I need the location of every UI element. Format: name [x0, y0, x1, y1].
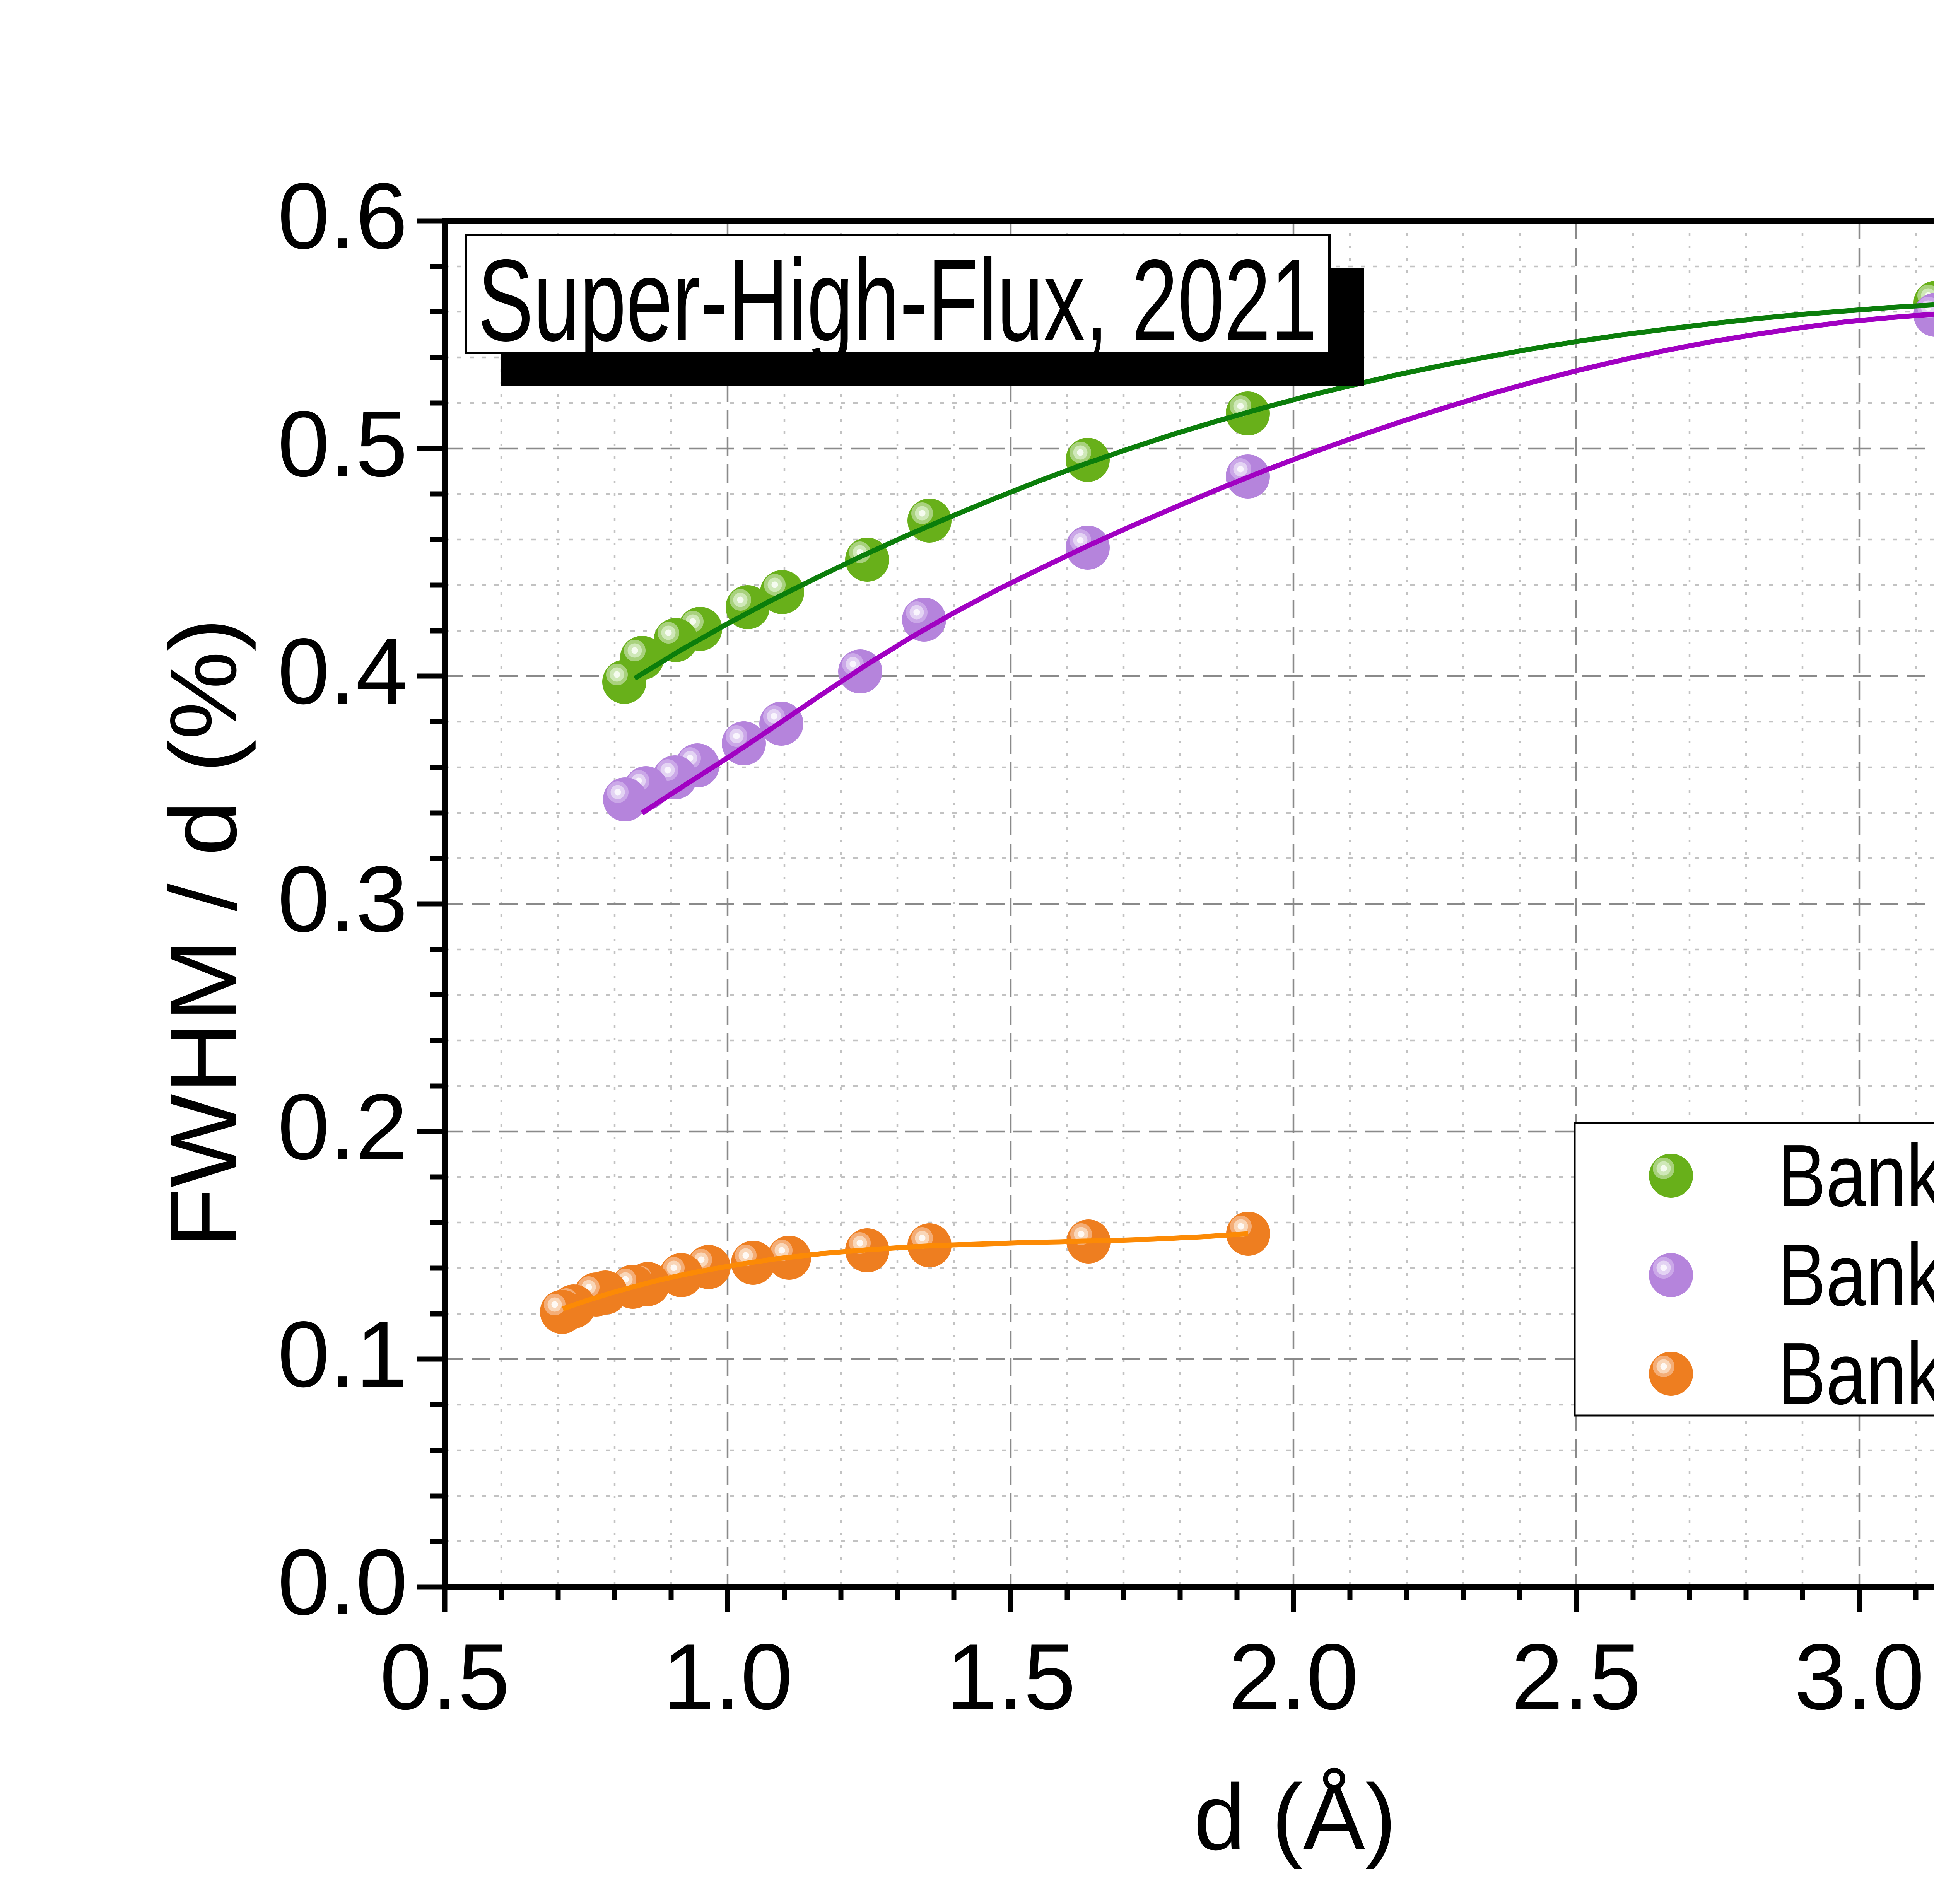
svg-text:0.2: 0.2 — [278, 1075, 408, 1179]
svg-text:3.0: 3.0 — [1794, 1625, 1924, 1729]
svg-text:Super-High-Flux, 2021: Super-High-Flux, 2021 — [478, 235, 1317, 366]
svg-text:Bank 2: Bank 2 — [1778, 1226, 1934, 1324]
svg-text:0.5: 0.5 — [380, 1625, 510, 1729]
svg-text:d (Å): d (Å) — [1194, 1765, 1396, 1870]
svg-text:1.5: 1.5 — [946, 1625, 1076, 1729]
svg-text:2.5: 2.5 — [1511, 1625, 1641, 1729]
svg-text:0.6: 0.6 — [278, 164, 408, 268]
svg-text:0.5: 0.5 — [278, 392, 408, 496]
svg-text:0.0: 0.0 — [278, 1530, 408, 1634]
svg-text:FWHM / d (%): FWHM / d (%) — [150, 618, 256, 1248]
svg-text:1.0: 1.0 — [663, 1625, 793, 1729]
svg-text:2.0: 2.0 — [1228, 1625, 1358, 1729]
svg-text:0.1: 0.1 — [278, 1302, 408, 1407]
svg-text:0.4: 0.4 — [278, 619, 408, 724]
svg-text:Bank 3: Bank 3 — [1778, 1325, 1934, 1423]
svg-text:Bank 1: Bank 1 — [1778, 1127, 1934, 1225]
svg-text:0.3: 0.3 — [278, 847, 408, 951]
